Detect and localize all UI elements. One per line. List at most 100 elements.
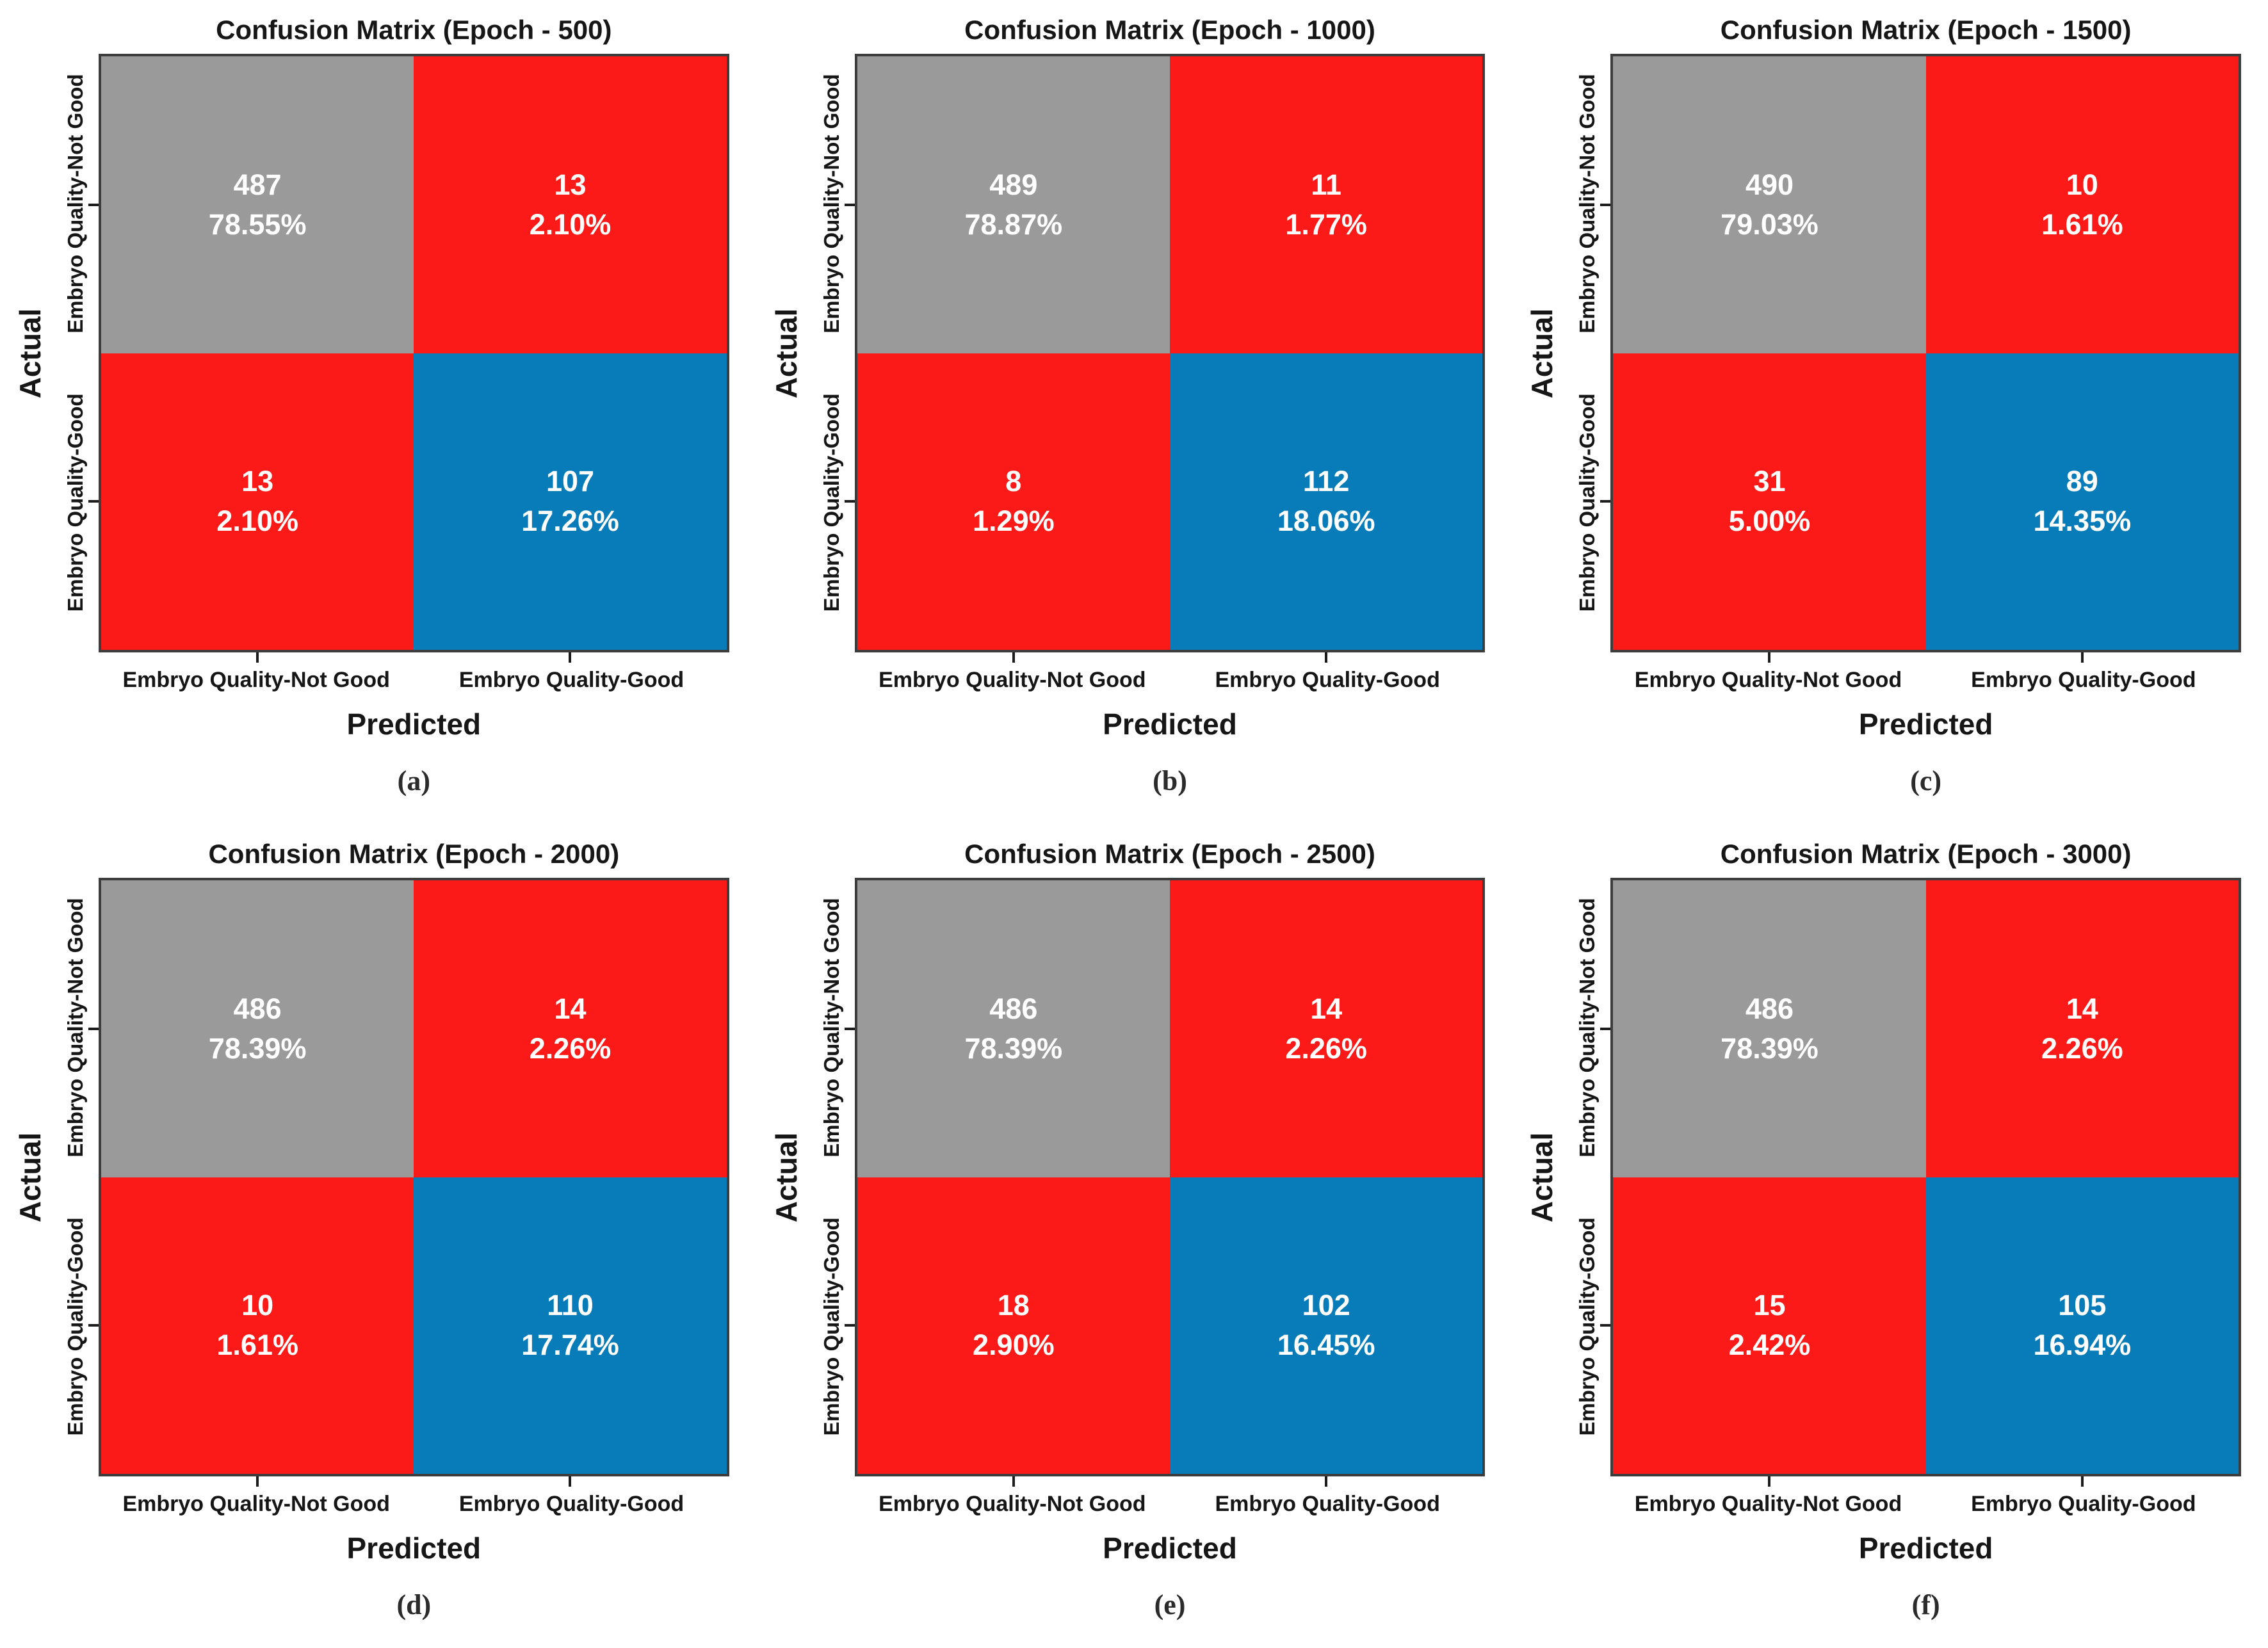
y-axis-label: Actual <box>13 308 47 398</box>
plot-title: Confusion Matrix (Epoch - 1500) <box>1720 15 2132 45</box>
y-axis-label: Actual <box>769 1132 803 1222</box>
cell-percent: 17.74% <box>521 1329 619 1362</box>
cell-count: 487 <box>233 168 282 201</box>
cell-true-positive: 102 16.45% <box>1169 1177 1483 1474</box>
cell-false-positive: 11 1.77% <box>1169 56 1483 353</box>
x-tick-label-good: Embryo Quality-Good <box>458 668 684 692</box>
cell-count: 107 <box>546 465 595 498</box>
plot-title: Confusion Matrix (Epoch - 2500) <box>964 839 1375 869</box>
subplot-e: Confusion Matrix (Epoch - 2500) Actual E… <box>756 824 1512 1648</box>
x-tick-mark <box>1012 1476 1015 1487</box>
plot-title: Confusion Matrix (Epoch - 500) <box>216 15 612 45</box>
cell-false-negative: 8 1.29% <box>857 353 1170 650</box>
x-tick-mark <box>1768 652 1771 663</box>
cell-percent: 79.03% <box>1721 207 1818 241</box>
cell-true-positive: 107 17.26% <box>414 353 727 650</box>
x-tick-label-good: Embryo Quality-Good <box>1215 668 1440 692</box>
y-axis-label: Actual <box>1525 1132 1559 1222</box>
confusion-matrix-grid: 486 78.39% 14 2.26% 15 2.42% 105 16.94% <box>1600 878 2241 1487</box>
subplot-d: Confusion Matrix (Epoch - 2000) Actual E… <box>0 824 756 1648</box>
confusion-matrix-grid: 489 78.87% 11 1.77% 8 1.29% 112 18.06% <box>844 54 1486 663</box>
cell-percent: 5.00% <box>1728 505 1811 538</box>
y-tick-mark <box>1600 1027 1611 1030</box>
x-tick-label-not-good: Embryo Quality-Not Good <box>122 1492 390 1516</box>
cell-true-positive: 112 18.06% <box>1169 353 1483 650</box>
x-tick-mark <box>256 652 259 663</box>
x-tick-mark <box>569 652 572 663</box>
cell-count: 105 <box>2058 1289 2107 1322</box>
cell-count: 486 <box>1745 992 1794 1025</box>
cell-count: 18 <box>997 1289 1030 1322</box>
x-tick-label-not-good: Embryo Quality-Not Good <box>879 1492 1146 1516</box>
cell-percent: 1.77% <box>1285 207 1367 241</box>
x-tick-label-not-good: Embryo Quality-Not Good <box>122 668 390 692</box>
y-tick-label-good: Embryo Quality-Good <box>63 1217 87 1436</box>
y-tick-mark <box>844 203 855 206</box>
x-tick-mark <box>1768 1476 1771 1487</box>
y-tick-label-not-good: Embryo Quality-Not Good <box>1575 74 1600 334</box>
y-tick-mark <box>88 203 99 206</box>
cell-false-negative: 18 2.90% <box>857 1177 1170 1474</box>
cell-count: 8 <box>1005 465 1022 498</box>
cell-percent: 2.10% <box>216 505 298 538</box>
cell-percent: 16.45% <box>1277 1329 1375 1362</box>
y-tick-label-good: Embryo Quality-Good <box>819 393 843 612</box>
cell-count: 15 <box>1753 1289 1786 1322</box>
cell-true-positive: 89 14.35% <box>1925 353 2239 650</box>
x-axis-label: Predicted <box>1858 707 1993 741</box>
cell-count: 110 <box>547 1289 594 1322</box>
x-tick-mark <box>1325 652 1328 663</box>
y-tick-label-not-good: Embryo Quality-Not Good <box>63 74 87 334</box>
x-tick-mark <box>569 1476 572 1487</box>
cell-percent: 78.39% <box>964 1031 1063 1065</box>
x-tick-mark <box>2080 1476 2084 1487</box>
cell-true-negative: 489 78.87% <box>857 56 1170 353</box>
x-tick-label-good: Embryo Quality-Good <box>1971 1492 2196 1516</box>
x-tick-mark <box>256 1476 259 1487</box>
y-tick-label-not-good: Embryo Quality-Not Good <box>1575 898 1600 1158</box>
cell-false-positive: 14 2.26% <box>1169 880 1483 1177</box>
x-axis-label: Predicted <box>1103 1531 1237 1565</box>
y-tick-mark <box>88 1027 99 1030</box>
cell-percent: 78.39% <box>208 1031 307 1065</box>
cell-count: 486 <box>233 992 282 1025</box>
y-tick-label-good: Embryo Quality-Good <box>1575 393 1600 612</box>
cell-percent: 2.26% <box>1285 1031 1367 1065</box>
x-tick-mark <box>1325 1476 1328 1487</box>
x-axis-label: Predicted <box>1858 1531 1993 1565</box>
y-tick-label-not-good: Embryo Quality-Not Good <box>819 898 843 1158</box>
cell-percent: 2.26% <box>2041 1031 2123 1065</box>
cell-false-negative: 31 5.00% <box>1613 353 1926 650</box>
subplot-caption: (e) <box>1154 1589 1186 1620</box>
cell-false-negative: 15 2.42% <box>1613 1177 1926 1474</box>
x-tick-mark <box>1012 652 1015 663</box>
x-tick-label-good: Embryo Quality-Good <box>458 1492 684 1516</box>
cell-true-negative: 486 78.39% <box>857 880 1170 1177</box>
y-tick-mark <box>88 500 99 503</box>
y-tick-label-not-good: Embryo Quality-Not Good <box>63 898 87 1158</box>
cell-percent: 2.26% <box>529 1031 612 1065</box>
cell-false-negative: 10 1.61% <box>101 1177 414 1474</box>
y-tick-mark <box>844 1027 855 1030</box>
cell-true-positive: 105 16.94% <box>1925 1177 2239 1474</box>
x-axis-label: Predicted <box>346 1531 482 1565</box>
cell-percent: 2.10% <box>529 207 612 241</box>
cell-count: 14 <box>2066 992 2098 1025</box>
cell-percent: 1.61% <box>2041 207 2123 241</box>
cell-percent: 78.87% <box>964 207 1063 241</box>
cell-false-positive: 14 2.26% <box>414 880 727 1177</box>
cell-true-negative: 487 78.55% <box>101 56 414 353</box>
cell-true-positive: 110 17.74% <box>414 1177 727 1474</box>
y-axis-label: Actual <box>1525 308 1559 398</box>
cell-count: 486 <box>989 992 1038 1025</box>
cell-count: 14 <box>1310 992 1343 1025</box>
subplot-caption: (b) <box>1153 765 1187 796</box>
subplot-b: Confusion Matrix (Epoch - 1000) Actual E… <box>756 0 1512 824</box>
confusion-matrix-grid: 487 78.55% 13 2.10% 13 2.10% 107 17.26% <box>88 54 729 663</box>
x-tick-label-good: Embryo Quality-Good <box>1971 668 2196 692</box>
x-axis-label: Predicted <box>1103 707 1237 741</box>
cell-count: 13 <box>554 168 587 201</box>
y-tick-label-good: Embryo Quality-Good <box>1575 1217 1600 1436</box>
cell-count: 11 <box>1311 168 1341 201</box>
